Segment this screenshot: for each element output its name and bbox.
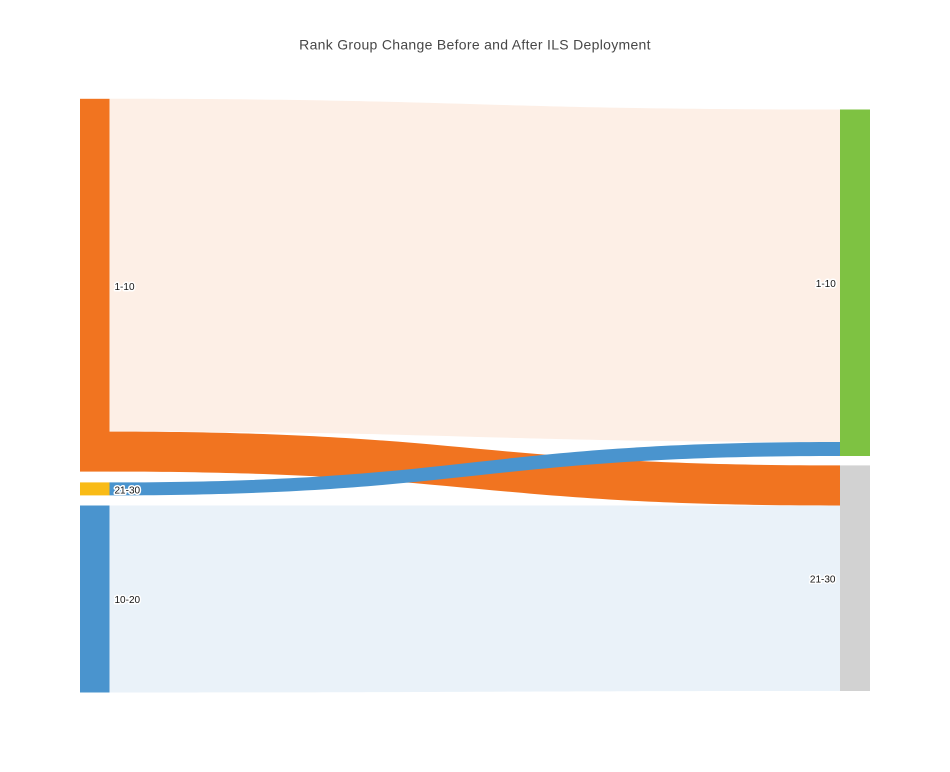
svg-text:21-30: 21-30 <box>810 575 836 586</box>
svg-text:10-20: 10-20 <box>115 595 141 606</box>
svg-text:Rank Group Change Before and A: Rank Group Change Before and After ILS D… <box>299 37 651 53</box>
svg-text:1-10: 1-10 <box>816 279 836 290</box>
svg-text:1-10: 1-10 <box>115 282 135 293</box>
svg-text:21-30: 21-30 <box>115 485 141 496</box>
